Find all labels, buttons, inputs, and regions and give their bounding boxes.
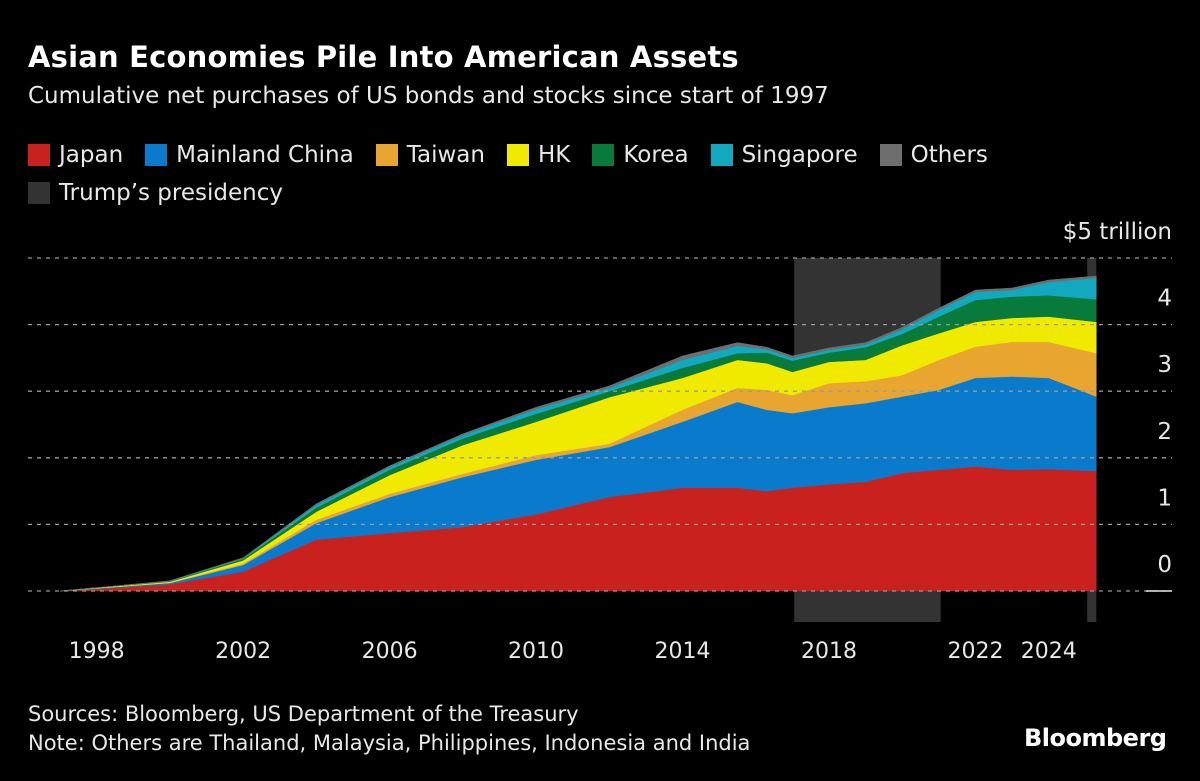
legend-label: Singapore [741, 142, 858, 168]
y-unit-label: $5 trillion [1063, 219, 1172, 245]
legend-swatch [592, 144, 615, 166]
x-tick-label: 2024 [1021, 639, 1077, 664]
legend-label: Japan [59, 142, 124, 168]
sources-note: Sources: Bloomberg, US Department of the… [28, 702, 579, 726]
y-tick-label: 1 [1157, 485, 1172, 511]
x-tick-label: 2002 [215, 639, 271, 664]
x-tick-label: 2010 [508, 639, 564, 664]
footnote: Note: Others are Thailand, Malaysia, Phi… [28, 731, 751, 755]
legend-item: Japan [28, 138, 123, 172]
legend-item: HK [506, 138, 571, 172]
chart-title: Asian Economies Pile Into American Asset… [28, 40, 739, 74]
legend-label: Trump’s presidency [59, 180, 283, 206]
y-tick-label: 0 [1157, 552, 1172, 578]
legend-item: Korea [592, 138, 689, 172]
legend: Japan Mainland China Taiwan HK Korea Singapor… [28, 138, 1168, 214]
y-tick-label: 3 [1157, 352, 1172, 378]
legend-item: Trump’s presidency [28, 176, 283, 210]
legend-swatch [506, 144, 529, 166]
legend-swatch [879, 144, 902, 166]
legend-swatch [710, 144, 733, 166]
x-tick-label: 2018 [801, 639, 857, 664]
legend-label: Korea [623, 142, 689, 168]
x-tick-label: 2014 [655, 639, 711, 664]
x-tick-label: 2022 [948, 639, 1004, 664]
legend-item: Singapore [710, 138, 858, 172]
x-tick-label: 1998 [69, 639, 125, 664]
legend-swatch [145, 144, 168, 166]
legend-label: Others [910, 142, 988, 168]
legend-swatch [375, 144, 398, 166]
legend-item: Taiwan [375, 138, 485, 172]
y-tick-label: 2 [1157, 419, 1172, 445]
legend-swatch [28, 182, 50, 204]
y-tick-label: 4 [1157, 286, 1172, 312]
legend-swatch [28, 144, 50, 166]
legend-item: Mainland China [145, 138, 354, 172]
legend-item: Others [879, 138, 988, 172]
x-tick-label: 2006 [362, 639, 418, 664]
legend-label: Mainland China [176, 142, 354, 168]
legend-label: HK [537, 142, 571, 168]
bloomberg-logo: Bloomberg [1024, 724, 1167, 752]
legend-label: Taiwan [406, 142, 485, 168]
area-others [59, 275, 1097, 592]
chart-subtitle: Cumulative net purchases of US bonds and… [28, 83, 829, 109]
